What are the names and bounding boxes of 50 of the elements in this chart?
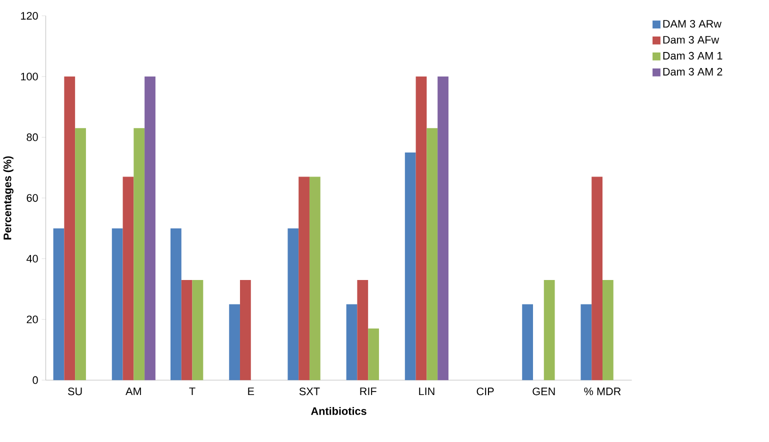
legend-label: DAM 3 ARw: [663, 20, 722, 28]
y-tick-label: 0: [32, 376, 38, 384]
bar: [134, 128, 145, 380]
x-tick-label: GEN: [532, 387, 555, 396]
bar: [240, 280, 251, 380]
x-tick-label: CIP: [476, 387, 494, 396]
bar: [426, 128, 438, 380]
legend-label: Dam 3 AM 1: [663, 52, 722, 60]
bar: [64, 76, 76, 380]
legend-label: Dam 3 AM 2: [663, 68, 722, 76]
y-tick-label: 80: [26, 133, 38, 141]
x-tick-label: RIF: [360, 387, 376, 395]
bar: [53, 228, 64, 380]
bar: [298, 176, 310, 380]
bar: [309, 176, 320, 380]
bar: [75, 128, 86, 380]
bar: [602, 280, 614, 380]
bar: [368, 328, 379, 380]
bar: [229, 304, 240, 380]
bar: [144, 76, 156, 380]
bar: [288, 228, 299, 380]
legend-label: Dam 3 AFw: [663, 36, 720, 44]
y-axis-title: Percentages (%): [3, 156, 14, 240]
y-tick-label: 120: [21, 12, 38, 20]
bar: [416, 76, 427, 380]
bar: [192, 280, 204, 380]
bar: [438, 76, 448, 380]
y-tick-label: 60: [26, 194, 38, 202]
bar: [592, 176, 602, 380]
bar: [522, 304, 534, 380]
x-tick-label: E: [248, 387, 254, 395]
x-tick-label: AM: [126, 387, 141, 395]
bar: [170, 228, 182, 380]
x-tick-label: LIN: [419, 387, 434, 395]
bar: [122, 176, 134, 380]
bar: [544, 280, 555, 380]
bar: [181, 280, 192, 380]
bar: [112, 228, 123, 380]
x-tick-label: SU: [68, 387, 82, 396]
x-tick-label: T: [189, 387, 196, 395]
bar: [580, 304, 592, 380]
bar: [404, 152, 416, 380]
y-tick-label: 20: [26, 315, 38, 324]
y-tick-label: 40: [26, 254, 38, 262]
y-tick-label: 100: [21, 72, 38, 80]
x-tick-label: SXT: [299, 387, 320, 396]
x-axis-title: Antibiotics: [311, 406, 366, 415]
bar: [346, 304, 358, 380]
x-tick-label: % MDR: [584, 387, 621, 395]
bar: [357, 280, 368, 380]
